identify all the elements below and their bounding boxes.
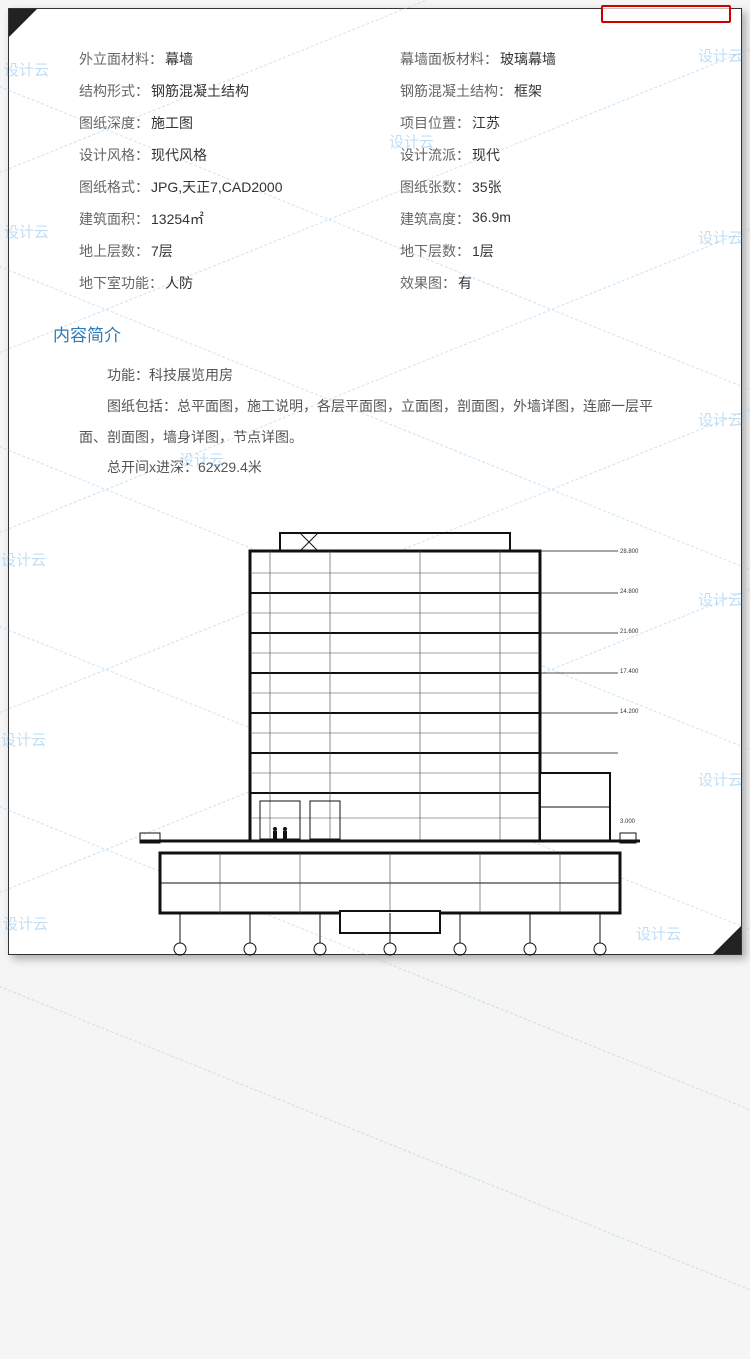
- spec-label: 设计流派：: [400, 145, 470, 165]
- spec-label: 幕墙面板材料：: [400, 49, 498, 69]
- desc-line: 功能：科技展览用房: [79, 360, 711, 391]
- watermark: 设计云: [3, 913, 48, 934]
- spec-label: 建筑面积：: [79, 209, 149, 229]
- svg-text:24.800: 24.800: [620, 589, 639, 595]
- watermark: 设计云: [4, 221, 49, 242]
- spec-value: 江苏: [472, 113, 500, 133]
- spec-value: 钢筋混凝土结构: [151, 81, 249, 101]
- desc-line: 总开间x进深：62x29.4米: [79, 452, 711, 483]
- spec-row: 地下层数：1层: [400, 241, 711, 261]
- svg-text:21.600: 21.600: [620, 629, 639, 635]
- spec-value: 13254㎡: [151, 209, 204, 229]
- spec-row: 图纸格式：JPG,天正7,CAD2000: [79, 177, 390, 197]
- spec-value: 现代: [472, 145, 500, 165]
- svg-text:3.000: 3.000: [620, 819, 636, 825]
- spec-row: 效果图：有: [400, 273, 711, 293]
- spec-label: 地下室功能：: [79, 273, 163, 293]
- spec-label: 地下层数：: [400, 241, 470, 261]
- spec-value: 1层: [472, 241, 494, 261]
- spec-value: 现代风格: [151, 145, 207, 165]
- spec-label: 建筑高度：: [400, 209, 470, 229]
- page-frame: 设计云 设计云 设计云 设计云 设计云 设计云 设计云 设计云 设计云 设计云 …: [8, 8, 742, 955]
- spec-row: 设计流派：现代: [400, 145, 711, 165]
- spec-value: 框架: [514, 81, 542, 101]
- svg-text:28.800: 28.800: [620, 549, 639, 555]
- spec-label: 项目位置：: [400, 113, 470, 133]
- spec-row: 地上层数：7层: [79, 241, 390, 261]
- spec-label: 图纸格式：: [79, 177, 149, 197]
- spec-label: 地上层数：: [79, 241, 149, 261]
- spec-value: 有: [458, 273, 472, 293]
- building-section-drawing: 28.800 24.800 21.600 17.400 14.200 3.000: [100, 523, 660, 963]
- content-inner: 外立面材料：幕墙 幕墙面板材料：玻璃幕墙 结构形式：钢筋混凝土结构 钢筋混凝土结…: [49, 29, 711, 924]
- spec-row: 建筑高度：36.9m: [400, 209, 711, 229]
- red-highlight-box: [601, 5, 731, 23]
- spec-value: 36.9m: [472, 209, 511, 229]
- spec-value: 施工图: [151, 113, 193, 133]
- spec-row: 幕墙面板材料：玻璃幕墙: [400, 49, 711, 69]
- spec-row: 外立面材料：幕墙: [79, 49, 390, 69]
- spec-label: 图纸张数：: [400, 177, 470, 197]
- watermark: 设计云: [1, 549, 46, 570]
- spec-row: 结构形式：钢筋混凝土结构: [79, 81, 390, 101]
- spec-label: 外立面材料：: [79, 49, 163, 69]
- spec-label: 钢筋混凝土结构：: [400, 81, 512, 101]
- spec-value: 幕墙: [165, 49, 193, 69]
- watermark: 设计云: [1, 729, 46, 750]
- spec-grid: 外立面材料：幕墙 幕墙面板材料：玻璃幕墙 结构形式：钢筋混凝土结构 钢筋混凝土结…: [49, 29, 711, 293]
- spec-row: 图纸深度：施工图: [79, 113, 390, 133]
- watermark: 设计云: [4, 59, 49, 80]
- spec-row: 设计风格：现代风格: [79, 145, 390, 165]
- svg-text:14.200: 14.200: [620, 709, 639, 715]
- desc-line: 图纸包括：总平面图，施工说明，各层平面图，立面图，剖面图，外墙详图，连廊一层平: [79, 391, 711, 422]
- spec-value: 35张: [472, 177, 502, 197]
- spec-value: 人防: [165, 273, 193, 293]
- spec-label: 结构形式：: [79, 81, 149, 101]
- corner-shadow-br: [713, 926, 741, 954]
- spec-value: 7层: [151, 241, 173, 261]
- spec-row: 图纸张数：35张: [400, 177, 711, 197]
- description: 功能：科技展览用房 图纸包括：总平面图，施工说明，各层平面图，立面图，剖面图，外…: [49, 360, 711, 483]
- spec-label: 效果图：: [400, 273, 456, 293]
- guide-line: [0, 909, 750, 1359]
- spec-value: 玻璃幕墙: [500, 49, 556, 69]
- spec-row: 建筑面积：13254㎡: [79, 209, 390, 229]
- spec-row: 项目位置：江苏: [400, 113, 711, 133]
- corner-shadow-tl: [9, 9, 37, 37]
- drawing-container: 28.800 24.800 21.600 17.400 14.200 3.000: [49, 523, 711, 963]
- svg-text:17.400: 17.400: [620, 669, 639, 675]
- spec-label: 设计风格：: [79, 145, 149, 165]
- section-title: 内容简介: [49, 321, 711, 346]
- desc-line: 面、剖面图，墙身详图，节点详图。: [79, 422, 711, 453]
- spec-row: 钢筋混凝土结构：框架: [400, 81, 711, 101]
- spec-row: 地下室功能：人防: [79, 273, 390, 293]
- spec-label: 图纸深度：: [79, 113, 149, 133]
- spec-value: JPG,天正7,CAD2000: [151, 177, 283, 197]
